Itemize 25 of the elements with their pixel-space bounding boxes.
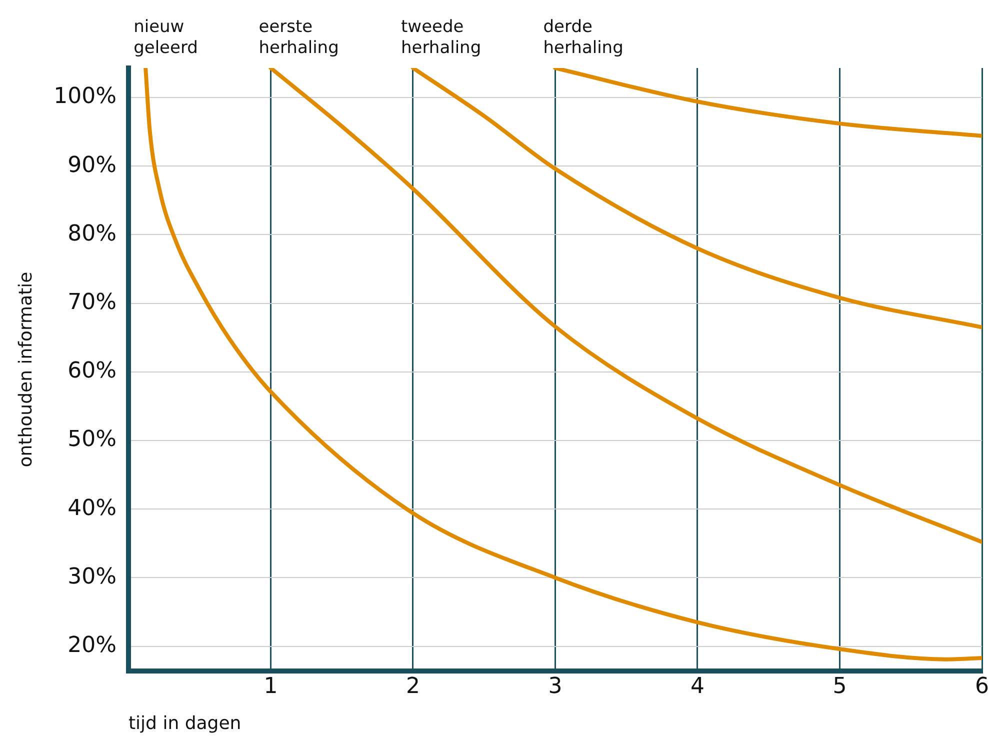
x-tick-label: 3 <box>548 674 562 699</box>
annotation: eerste herhaling <box>258 17 339 58</box>
annotation: nieuw geleerd <box>134 17 198 58</box>
line-series <box>268 68 982 544</box>
x-tick-label: 5 <box>832 674 847 699</box>
y-tick-label: 50% <box>68 427 116 452</box>
x-tick-label: 6 <box>975 674 989 699</box>
line-series <box>411 68 982 330</box>
y-axis-title: onthouden informatie <box>15 272 36 468</box>
annotation: tweede herhaling <box>400 17 482 58</box>
x-tick-label: 1 <box>264 674 278 699</box>
y-tick-label: 80% <box>68 221 116 246</box>
y-tick-label: 70% <box>68 290 116 316</box>
x-tick-label: 4 <box>690 674 704 699</box>
y-tick-label: 20% <box>68 633 116 658</box>
x-axis-title: tijd in dagen <box>128 712 242 734</box>
y-tick-label: 100% <box>54 84 116 110</box>
y-tick-label: 30% <box>68 564 116 590</box>
y-tick-label: 60% <box>68 358 116 384</box>
annotation: derde herhaling <box>543 17 624 58</box>
y-tick-label: 90% <box>68 152 116 178</box>
line-series <box>553 68 982 138</box>
y-tick-label: 40% <box>68 496 116 521</box>
line-series <box>144 68 982 662</box>
x-tick-label: 2 <box>406 674 420 699</box>
